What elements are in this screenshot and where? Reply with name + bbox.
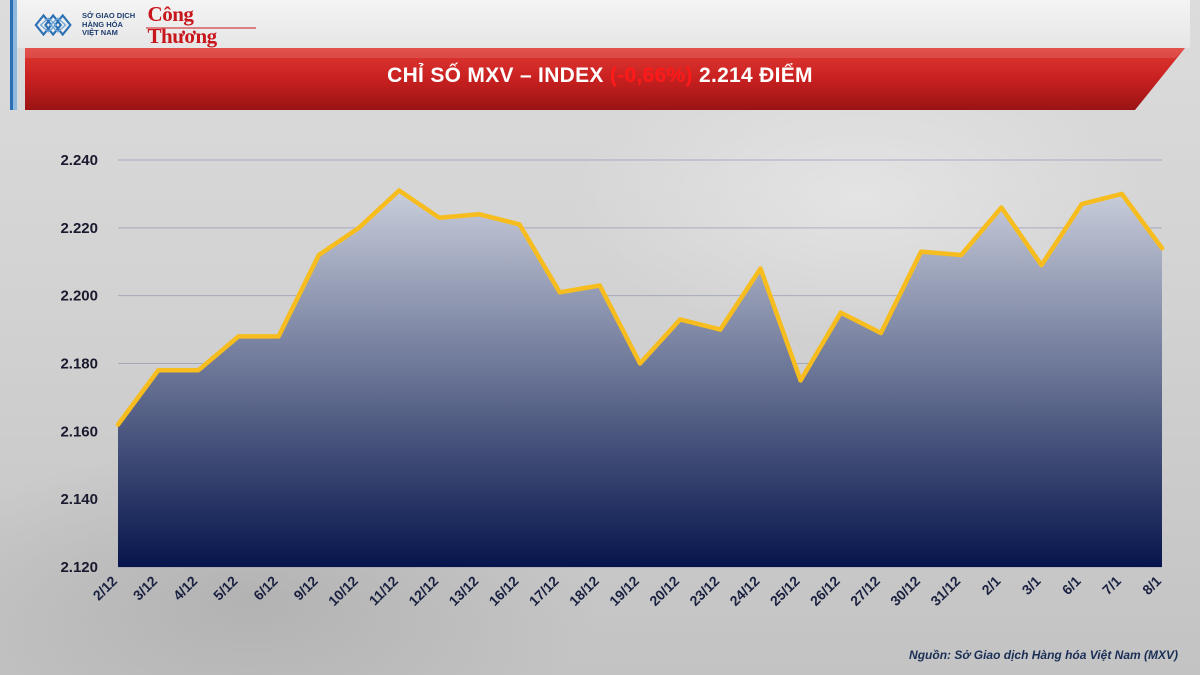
data-point [236,334,240,338]
x-tick-label: 3/1 [1019,573,1044,598]
mxv-logo-icon [34,13,72,37]
x-tick-label: 30/12 [887,573,923,609]
data-point [518,222,522,226]
x-tick-label: 26/12 [807,573,843,609]
y-tick-label: 2.220 [60,220,98,237]
data-point [999,205,1003,209]
x-tick-label: 4/12 [170,573,201,604]
source-note: Nguồn: Sở Giao dịch Hàng hóa Việt Nam (M… [909,648,1178,662]
data-point [558,290,562,294]
logo-underline [146,27,256,29]
x-tick-label: 10/12 [325,573,361,609]
x-tick-label: 2/1 [978,573,1003,598]
data-point [1160,246,1164,250]
data-point [357,226,361,230]
x-tick-label: 18/12 [566,573,602,609]
data-point [919,250,923,254]
data-point [1120,192,1124,196]
area-polygon [118,190,1162,567]
x-tick-label: 17/12 [526,573,562,609]
x-tick-label: 12/12 [405,573,441,609]
x-tick-label: 25/12 [767,573,803,609]
accent-stripe [10,0,17,110]
x-tick-label: 27/12 [847,573,883,609]
chart-title: CHỈ SỐ MXV – INDEX (-0,66%) 2.214 ĐIỂM [0,64,1200,88]
title-banner [25,48,1185,110]
data-point [799,378,803,382]
x-tick-label: 11/12 [366,573,402,609]
title-value: 2.214 ĐIỂM [698,64,813,87]
y-tick-label: 2.180 [60,356,98,373]
data-point [879,331,883,335]
data-point [598,283,602,287]
data-point [116,423,120,427]
logo: SỞ GIAO DỊCH HÀNG HÓA VIỆT NAM Công Thươ… [32,3,262,47]
series-line [115,188,1165,427]
data-point [437,216,441,220]
x-tick-label: 3/12 [130,573,161,604]
x-tick-label: 16/12 [486,573,522,609]
data-point [1040,263,1044,267]
title-change: (-0,66%) [609,64,693,87]
data-point [959,253,963,257]
header-bar [10,0,1190,48]
data-point [317,253,321,257]
x-tick-label: 7/1 [1099,573,1124,598]
data-point [718,328,722,332]
x-tick-label: 5/12 [210,573,241,604]
x-tick-label: 24/12 [726,573,762,609]
logo-org-name: SỞ GIAO DỊCH HÀNG HÓA VIỆT NAM [82,11,136,38]
data-point [196,368,200,372]
x-tick-label: 19/12 [606,573,642,609]
x-tick-label: 20/12 [646,573,682,609]
data-point [397,189,401,193]
area-fill [118,190,1162,567]
y-tick-label: 2.240 [60,152,98,169]
data-point [477,212,481,216]
x-tick-label: 6/1 [1059,573,1084,598]
y-tick-label: 2.200 [60,288,98,305]
data-point [758,267,762,271]
x-tick-label: 31/12 [927,573,963,609]
y-tick-label: 2.140 [60,491,98,508]
x-tick-label: 13/12 [445,573,481,609]
y-tick-label: 2.120 [60,559,98,576]
data-point [156,368,160,372]
x-tick-label: 9/12 [290,573,321,604]
y-tick-label: 2.160 [60,423,98,440]
title-prefix: CHỈ SỐ MXV – INDEX [387,64,604,87]
logo-brand: Công Thương [147,2,218,48]
data-point [277,334,281,338]
data-point [1080,202,1084,206]
y-axis-ticks: 2.120 2.140 2.160 2.180 2.200 2.220 2.240 [60,152,98,576]
data-point [638,362,642,365]
x-tick-label: 8/1 [1139,573,1164,598]
x-tick-label: 6/12 [250,573,281,604]
x-axis-ticks: 2/12 3/12 4/12 5/12 6/12 9/12 10/12 11/12 12/12 1… [90,573,1165,609]
data-point [678,317,682,321]
data-point [839,311,843,315]
x-tick-label: 2/12 [90,573,121,604]
x-tick-label: 23/12 [686,573,722,609]
